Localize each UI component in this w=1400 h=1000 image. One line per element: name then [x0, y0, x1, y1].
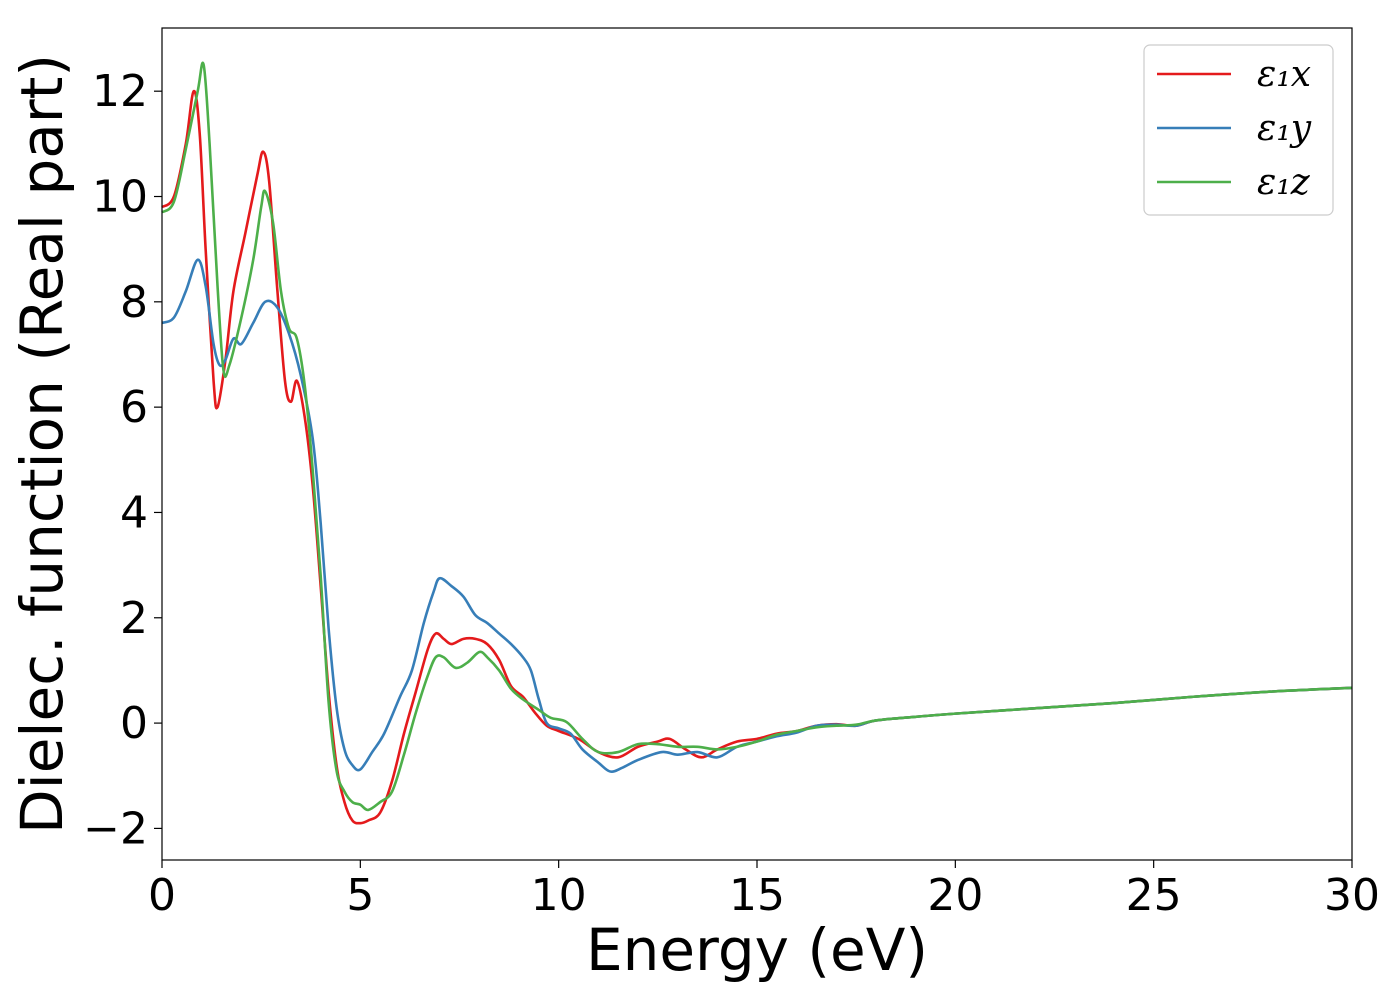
- legend-label-2: ε₁y: [1257, 108, 1312, 149]
- legend: ε₁x ε₁y ε₁z: [1143, 44, 1334, 216]
- y-tick-label: 8: [120, 277, 148, 328]
- y-axis-ticks: −2 0 2 4 6 8 10 12: [83, 66, 162, 854]
- x-axis-label: Energy (eV): [586, 916, 928, 984]
- series-layer: [161, 61, 1353, 825]
- x-tick-label: 20: [927, 870, 983, 921]
- y-tick-label: −2: [83, 803, 148, 854]
- y-axis-label: Dielec. function (Real part): [8, 54, 76, 834]
- legend-items: ε₁x ε₁y ε₁z: [1157, 54, 1312, 203]
- legend-box: [1143, 44, 1334, 216]
- series-line-3: [161, 61, 1353, 812]
- legend-label-1: ε₁x: [1257, 54, 1311, 95]
- y-tick-label: 12: [92, 66, 148, 117]
- x-tick-label: 10: [531, 870, 587, 921]
- x-axis-ticks: 0 5 10 15 20 25 30: [148, 860, 1380, 921]
- y-tick-label: 6: [120, 382, 148, 433]
- x-tick-label: 25: [1126, 870, 1182, 921]
- x-tick-label: 0: [148, 870, 176, 921]
- y-tick-label: 10: [92, 172, 148, 223]
- y-tick-label: 4: [120, 487, 148, 538]
- x-tick-label: 5: [346, 870, 374, 921]
- y-tick-label: 0: [120, 698, 148, 749]
- x-tick-label: 15: [729, 870, 785, 921]
- y-tick-label: 2: [120, 593, 148, 644]
- x-tick-label: 30: [1324, 870, 1380, 921]
- legend-label-3: ε₁z: [1257, 162, 1311, 203]
